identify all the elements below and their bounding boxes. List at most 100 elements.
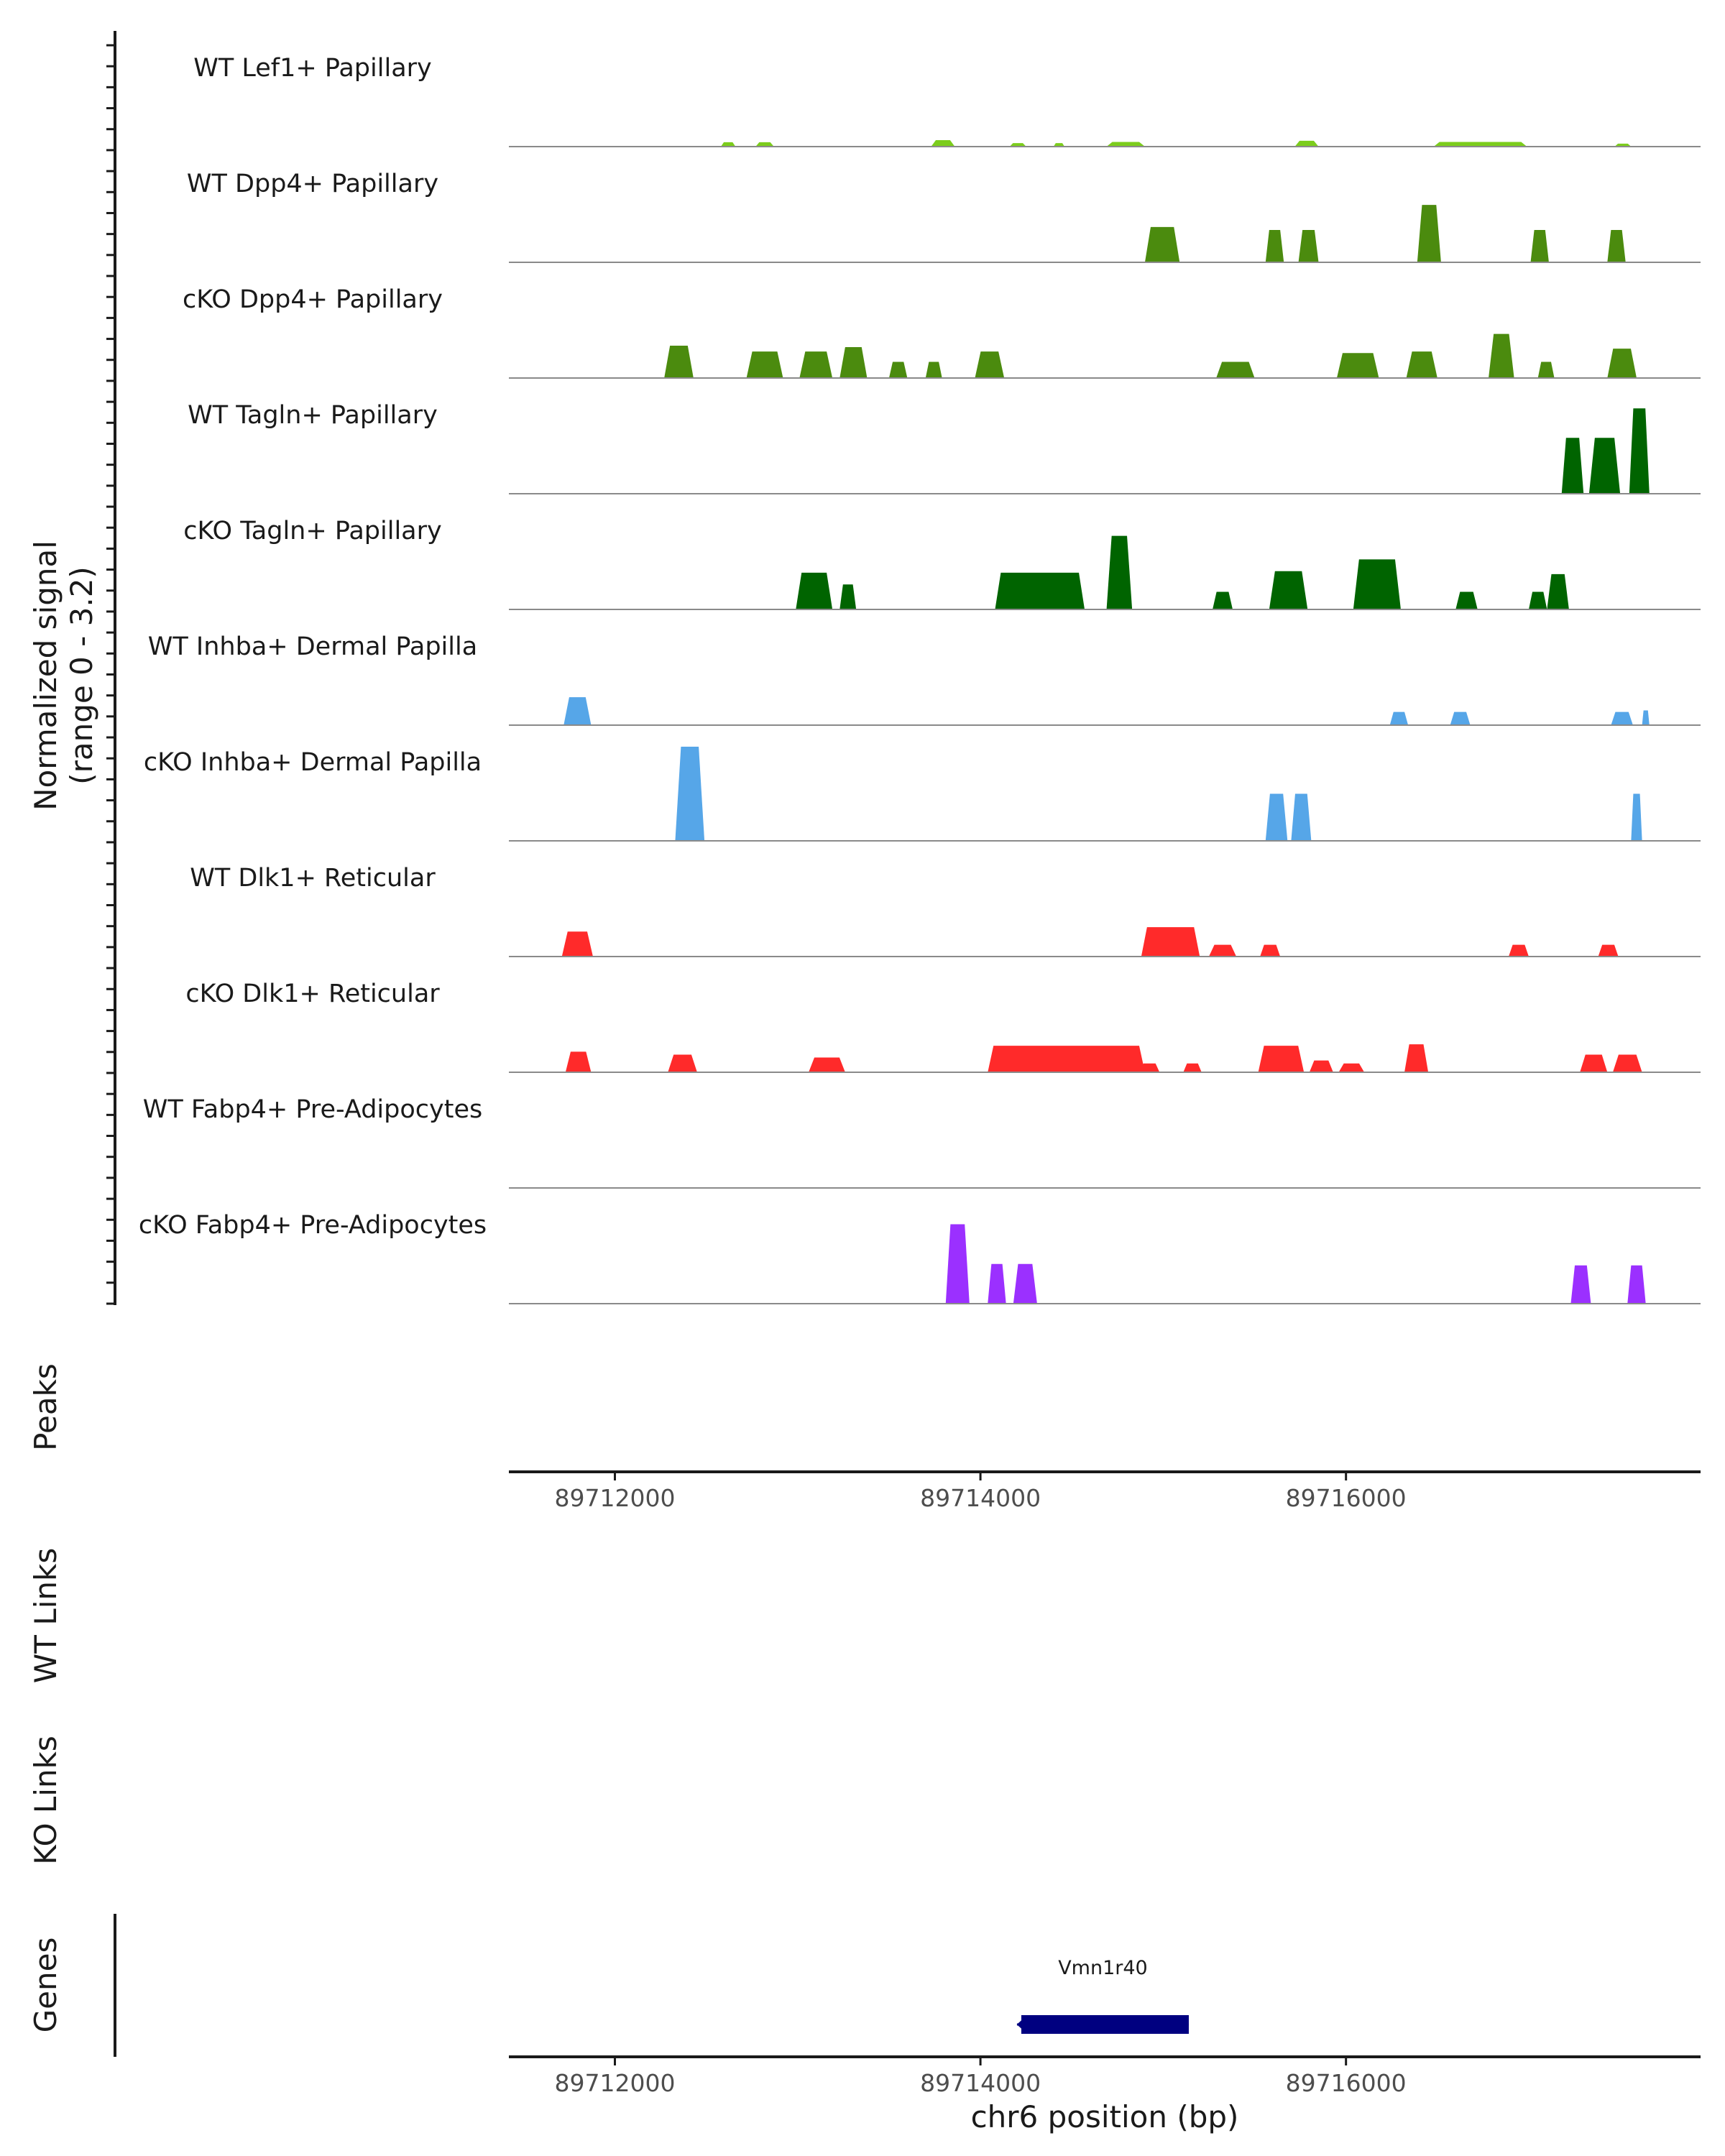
signal-peak xyxy=(1269,571,1308,609)
signal-track: cKO Dpp4+ Papillary xyxy=(183,285,1701,379)
peaks-panel-label: Peaks xyxy=(28,1363,63,1451)
signal-peak xyxy=(1298,229,1319,262)
track-label: cKO Fabp4+ Pre-Adipocytes xyxy=(139,1211,487,1240)
signal-peak xyxy=(1489,333,1514,378)
signal-peak xyxy=(1607,349,1637,378)
signal-peak xyxy=(565,1051,592,1072)
signal-peak xyxy=(755,142,774,147)
signal-peak xyxy=(975,351,1005,378)
gene-label: Vmn1r40 xyxy=(1058,1957,1148,1979)
track-label: cKO Tagln+ Papillary xyxy=(183,517,442,545)
y-axis-title: Normalized signal xyxy=(28,540,63,811)
signal-peak xyxy=(668,1054,697,1072)
signal-peak xyxy=(799,351,833,378)
signal-peak xyxy=(1547,573,1569,609)
signal-peak xyxy=(931,139,955,147)
signal-peak xyxy=(1598,944,1619,957)
track-label: WT Tagln+ Papillary xyxy=(188,401,438,430)
x-tick-label: 89712000 xyxy=(555,2069,676,2097)
x-tick-label: 89716000 xyxy=(1286,1484,1407,1512)
signal-peak xyxy=(1389,711,1409,725)
signal-peak xyxy=(1406,351,1438,378)
track-label: WT Dlk1+ Reticular xyxy=(190,864,436,893)
signal-peak xyxy=(1106,535,1133,609)
signal-track: WT Dlk1+ Reticular xyxy=(190,864,1701,957)
signal-peak xyxy=(1433,142,1527,147)
signal-peak xyxy=(1183,1063,1202,1072)
signal-track: cKO Inhba+ Dermal Papilla xyxy=(144,747,1701,842)
x-axis-title: chr6 position (bp) xyxy=(971,2099,1239,2134)
wt-links-panel-label: WT Links xyxy=(28,1548,63,1683)
signal-peak xyxy=(988,1263,1006,1304)
signal-peak xyxy=(1265,229,1284,262)
peaks-x-axis: 89712000 89714000 89716000 xyxy=(555,1472,1407,1512)
x-tick-label: 89714000 xyxy=(920,1484,1041,1512)
signal-peak xyxy=(1291,793,1312,841)
genes-x-axis: 89712000 89714000 89716000 xyxy=(555,2057,1407,2097)
signal-peak xyxy=(1106,142,1145,147)
gene-exon xyxy=(1021,2015,1189,2034)
signal-peak xyxy=(1216,361,1255,378)
x-tick-label: 89714000 xyxy=(920,2069,1041,2097)
signal-track: WT Fabp4+ Pre-Adipocytes xyxy=(143,1095,1701,1189)
signal-track: cKO Dlk1+ Reticular xyxy=(185,980,1701,1073)
signal-peak xyxy=(809,1057,845,1072)
x-tick-label: 89712000 xyxy=(555,1484,676,1512)
gene-model: Vmn1r40 xyxy=(1016,1957,1189,2034)
signal-peak xyxy=(1338,1063,1365,1072)
signal-peak xyxy=(796,572,833,609)
signal-peak xyxy=(1607,229,1626,262)
signal-peak xyxy=(1265,793,1288,841)
signal-peak xyxy=(1141,927,1200,957)
signal-peak xyxy=(1353,559,1401,609)
signal-track: WT Dpp4+ Papillary xyxy=(187,170,1701,263)
signal-peak xyxy=(720,142,736,147)
x-tick-label: 89716000 xyxy=(1286,2069,1407,2097)
ko-links-panel-label: KO Links xyxy=(28,1736,63,1865)
signal-panel: WT Lef1+ Papillary WT Dpp4+ Papillary cKO … xyxy=(106,31,1701,1305)
signal-peak xyxy=(1627,1265,1646,1304)
signal-peak xyxy=(1588,438,1621,494)
signal-peak xyxy=(1611,711,1633,725)
signal-peak xyxy=(561,931,593,957)
signal-track: cKO Fabp4+ Pre-Adipocytes xyxy=(139,1211,1701,1304)
signal-peak xyxy=(1404,1044,1429,1072)
signal-track: WT Tagln+ Papillary xyxy=(188,401,1701,494)
signal-peak xyxy=(1139,1063,1160,1072)
signal-peak xyxy=(664,345,694,378)
signal-peak xyxy=(1631,793,1642,841)
track-label: WT Dpp4+ Papillary xyxy=(187,170,438,198)
signal-peak xyxy=(746,351,783,378)
signal-peak xyxy=(1260,944,1281,957)
signal-peak xyxy=(564,697,592,725)
signal-peak xyxy=(675,747,705,841)
signal-track: cKO Tagln+ Papillary xyxy=(183,517,1701,610)
signal-peak xyxy=(1309,1060,1333,1072)
track-label: WT Lef1+ Papillary xyxy=(193,54,432,83)
signal-peak xyxy=(1561,438,1584,494)
track-label: cKO Inhba+ Dermal Papilla xyxy=(144,748,482,777)
signal-peak xyxy=(1528,591,1547,609)
signal-peak xyxy=(995,572,1085,609)
signal-peak xyxy=(1580,1054,1608,1072)
signal-peak xyxy=(840,347,868,378)
signal-peak xyxy=(1053,143,1065,147)
y-axis-range-label: (range 0 - 3.2) xyxy=(64,566,99,785)
genes-panel-label: Genes xyxy=(28,1938,63,2033)
signal-track: WT Inhba+ Dermal Papilla xyxy=(148,632,1701,726)
signal-peak xyxy=(1530,229,1549,262)
signal-peak xyxy=(1570,1265,1591,1304)
signal-peak xyxy=(1013,1263,1037,1304)
signal-peak xyxy=(1450,711,1471,725)
track-label: WT Fabp4+ Pre-Adipocytes xyxy=(143,1095,482,1124)
signal-peak xyxy=(1144,226,1180,262)
track-label: cKO Dlk1+ Reticular xyxy=(185,980,440,1008)
signal-peak xyxy=(1642,710,1650,725)
gene-strand-arrow xyxy=(1016,2017,1026,2032)
signal-peak xyxy=(1258,1046,1305,1072)
signal-peak xyxy=(1614,143,1632,147)
track-label: WT Inhba+ Dermal Papilla xyxy=(148,632,477,661)
signal-peak xyxy=(1612,1054,1642,1072)
signal-peak xyxy=(1537,361,1555,378)
